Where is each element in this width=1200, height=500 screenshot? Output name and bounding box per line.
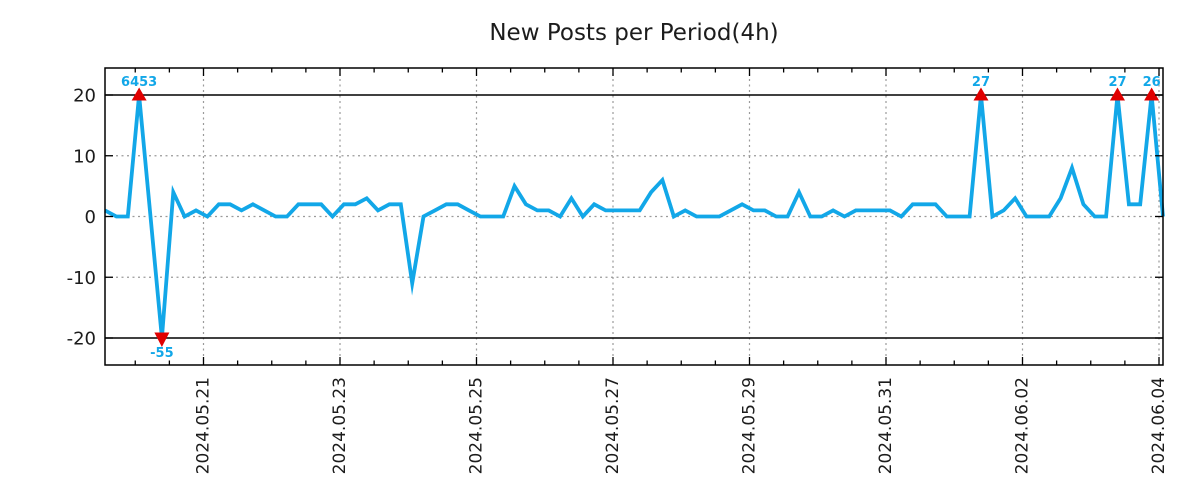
clip-marker-up-icon	[1109, 87, 1125, 101]
x-axis-tick-label: 2024.05.27	[603, 377, 623, 474]
clip-markers-layer	[131, 87, 1160, 347]
clip-value-label: -55	[150, 346, 174, 361]
clip-value-label: 26	[1143, 75, 1161, 90]
axes-frame-layer	[104, 67, 1164, 366]
clip-marker-up-icon	[131, 87, 147, 101]
gridlines-layer	[105, 68, 1163, 365]
y-axis-tick-label: 0	[85, 207, 96, 228]
clip-value-label: 6453	[121, 75, 157, 90]
x-axis-tick-label: 2024.05.31	[876, 377, 896, 474]
tick-labels-layer: 6453 -55 27 27 26 -20 -10 0 10 20 2024.05.21 2024.0…	[67, 75, 1169, 474]
series-layer	[104, 94, 1165, 339]
clip-value-label: 27	[972, 75, 990, 90]
clip-marker-up-icon	[973, 87, 989, 101]
x-axis-tick-label: 2024.06.04	[1149, 377, 1169, 474]
clip-value-label: 27	[1108, 75, 1126, 90]
x-axis-tick-label: 2024.05.23	[330, 377, 350, 474]
y-axis-tick-label: -20	[67, 329, 96, 350]
x-axis-tick-label: 2024.05.21	[194, 377, 214, 474]
y-axis-tick-label: 10	[73, 146, 96, 167]
clip-marker-down-icon	[154, 332, 170, 347]
x-axis-tick-label: 2024.06.02	[1013, 377, 1033, 474]
clip-marker-up-icon	[1144, 87, 1160, 101]
chart-title: New Posts per Period(4h)	[489, 20, 778, 46]
x-axis-tick-label: 2024.05.25	[467, 377, 487, 474]
x-axis-tick-label: 2024.05.29	[740, 377, 760, 474]
data-line	[104, 94, 1165, 339]
y-axis-tick-label: 20	[73, 86, 96, 107]
y-axis-tick-label: -10	[67, 268, 96, 289]
